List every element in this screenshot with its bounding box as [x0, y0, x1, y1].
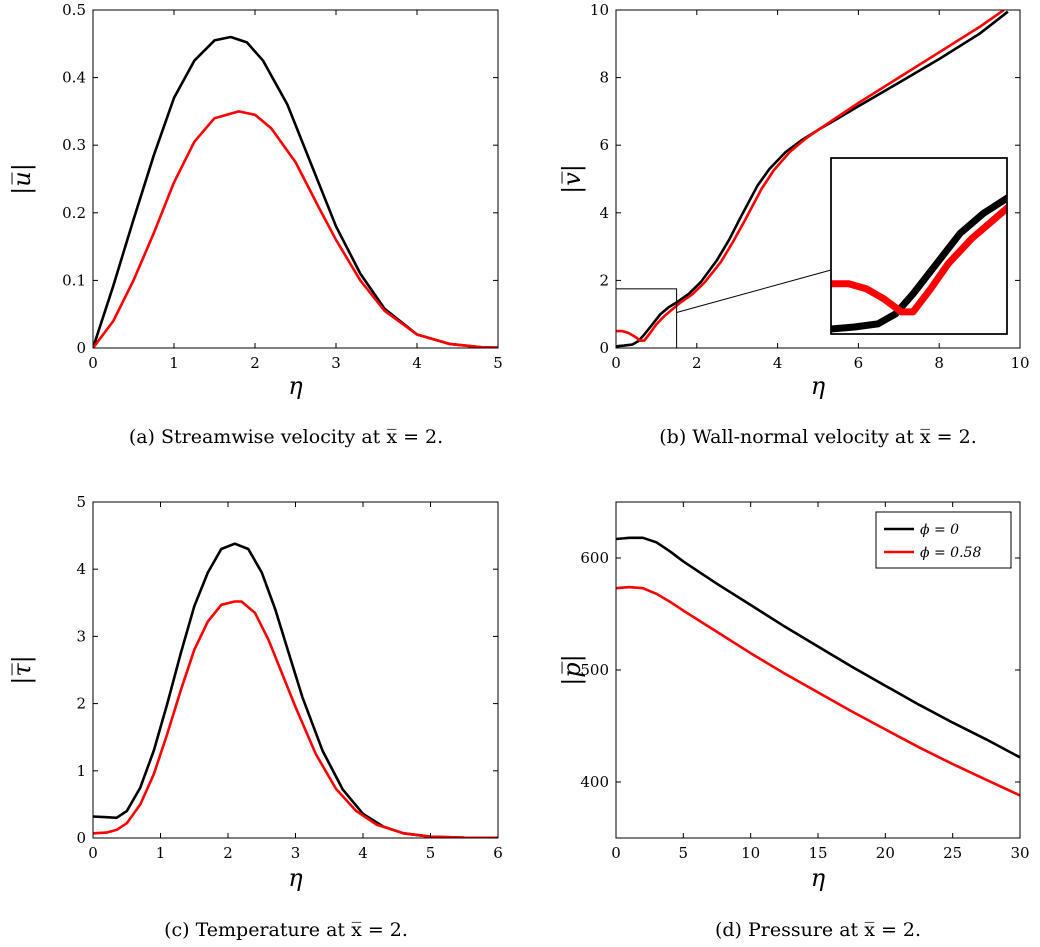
caption-b: (b) Wall-normal velocity at x̅ = 2. [659, 426, 977, 448]
x-tick-label-d: 15 [808, 844, 827, 862]
x-tick-label-b: 8 [934, 354, 944, 372]
series-line-a-0 [93, 35, 498, 348]
y-tick-label-c: 5 [76, 493, 86, 511]
series-line-c-0 [93, 542, 498, 838]
x-axis-label-c: η [288, 864, 303, 892]
x-axis-label-d: η [811, 864, 826, 892]
x-tick-label-b: 4 [773, 354, 783, 372]
y-tick-label-c: 2 [76, 695, 86, 713]
zoom-inset-border [830, 157, 1008, 335]
y-axis-label-d: |p̅| [558, 654, 587, 686]
y-tick-label-a: 0.2 [62, 204, 86, 222]
y-tick-label-b: 0 [599, 339, 609, 357]
y-tick-label-b: 10 [590, 1, 609, 19]
x-tick-label-b: 6 [854, 354, 864, 372]
x-tick-label-b: 10 [1010, 354, 1029, 372]
inset-series-line-1 [831, 203, 1007, 316]
legend: ϕ = 0 ϕ = 0.58 [875, 511, 1012, 569]
x-tick-label-a: 5 [493, 354, 503, 372]
legend-box [875, 511, 1012, 569]
caption-a: (a) Streamwise velocity at x̅ = 2. [129, 426, 443, 448]
axes-frame-c [92, 501, 499, 839]
zoom-region-box [615, 288, 678, 349]
x-tick-label-d: 5 [679, 844, 689, 862]
series-line-b-1 [616, 10, 1005, 342]
x-tick-label-d: 25 [943, 844, 962, 862]
y-axis-label-a: |u̅| [8, 163, 37, 195]
x-tick-label-d: 0 [611, 844, 621, 862]
caption-c: (c) Temperature at x̅ = 2. [164, 919, 408, 941]
y-tick-label-d: 400 [580, 773, 609, 791]
y-tick-label-a: 0.3 [62, 136, 86, 154]
y-axis-label-b: |v̅| [558, 164, 587, 194]
legend-entry-0: ϕ = 0 [920, 522, 959, 538]
plot-a: 0 1 2 3 4 5 0 0.1 0.2 0.3 0.4 0.5 η |u̅| (a) Streamwis… [8, 1, 503, 448]
x-tick-label-c: 0 [88, 844, 98, 862]
y-tick-label-b: 4 [599, 204, 609, 222]
series-line-b-0 [616, 10, 1009, 348]
zoom-connector-line [676, 269, 832, 313]
x-tick-label-a: 1 [169, 354, 179, 372]
x-tick-label-d: 30 [1010, 844, 1029, 862]
plot-d: 0 5 10 15 20 25 30 400 500 600 η |p̅| (d) Pressure a… [558, 501, 1030, 941]
y-axis-label-c: |τ̅| [8, 655, 37, 684]
y-tick-label-d: 600 [580, 549, 609, 567]
y-tick-label-d: 500 [580, 661, 609, 679]
x-tick-label-b: 2 [692, 354, 702, 372]
y-tick-label-a: 0 [76, 339, 86, 357]
plot-b: 0 2 4 6 8 10 0 2 4 6 8 10 η |v̅| (b) Wall-normal veloc… [558, 1, 1030, 448]
x-tick-label-c: 5 [426, 844, 436, 862]
y-tick-label-c: 1 [76, 762, 86, 780]
x-tick-label-c: 4 [358, 844, 368, 862]
y-tick-label-b: 8 [599, 69, 609, 87]
x-axis-label-a: η [288, 372, 303, 400]
y-tick-label-a: 0.1 [62, 271, 86, 289]
x-tick-label-a: 2 [250, 354, 260, 372]
series-line-c-1 [93, 600, 498, 838]
x-tick-label-d: 20 [876, 844, 895, 862]
y-tick-label-c: 0 [76, 829, 86, 847]
x-tick-label-c: 2 [223, 844, 233, 862]
y-tick-label-a: 0.5 [62, 1, 86, 19]
plot-c: 0 1 2 3 4 5 6 0 1 2 3 4 5 η |τ̅| (c) Temperature at x̅ … [8, 493, 503, 941]
x-tick-label-c: 1 [156, 844, 166, 862]
x-tick-label-b: 0 [611, 354, 621, 372]
x-tick-label-a: 3 [331, 354, 341, 372]
axes-frame-a [92, 9, 499, 349]
y-tick-label-b: 2 [599, 271, 609, 289]
x-tick-label-c: 3 [291, 844, 301, 862]
x-axis-label-b: η [811, 372, 826, 400]
caption-d: (d) Pressure at x̅ = 2. [715, 919, 921, 941]
y-tick-label-c: 3 [76, 627, 86, 645]
x-tick-label-a: 4 [412, 354, 422, 372]
x-tick-label-a: 0 [88, 354, 98, 372]
x-tick-label-c: 6 [493, 844, 503, 862]
series-line-d-0 [616, 536, 1020, 759]
y-tick-label-b: 6 [599, 136, 609, 154]
y-tick-label-a: 0.4 [62, 69, 86, 87]
y-tick-label-c: 4 [76, 560, 86, 578]
x-tick-label-d: 10 [741, 844, 760, 862]
axes-frame-b [615, 9, 1021, 349]
series-line-d-1 [616, 585, 1020, 797]
series-line-a-1 [93, 110, 498, 348]
inset-series-line-0 [831, 193, 1007, 333]
legend-entry-1: ϕ = 0.58 [920, 545, 981, 561]
